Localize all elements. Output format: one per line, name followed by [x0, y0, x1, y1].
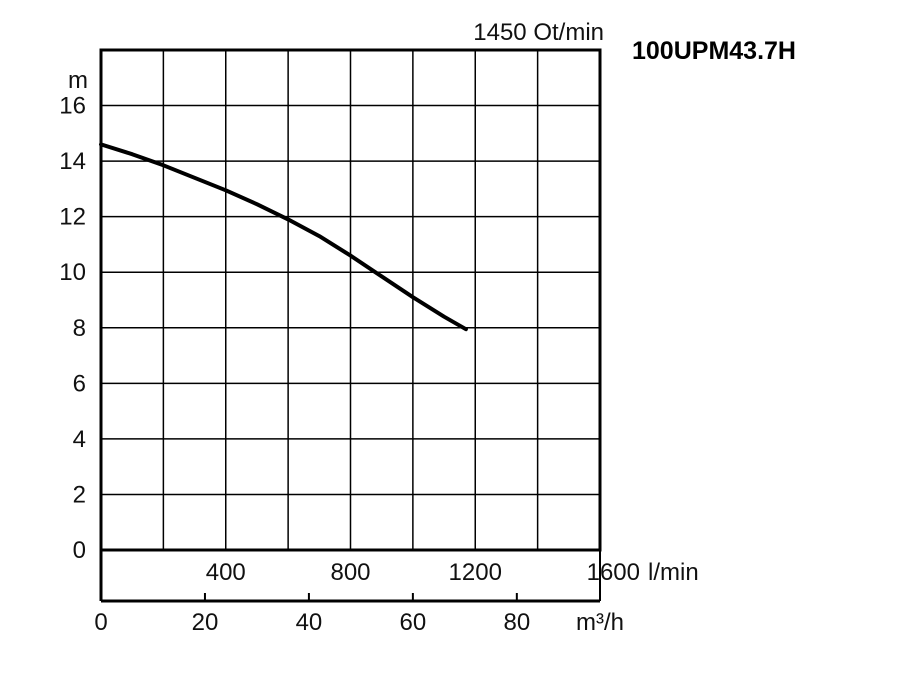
- y-axis-ticks: 0 2 4 6 8 10 12 14 16: [59, 93, 86, 564]
- x-axis-lpm-ticks: 400 800 1200 1600: [206, 559, 640, 586]
- curve-layer: [99, 142, 468, 332]
- y-tick-label: 10: [59, 259, 86, 286]
- y-axis-label: m: [68, 67, 88, 94]
- chart-frame: [99, 48, 602, 603]
- speed-label: 1450 Ot/min: [473, 19, 604, 46]
- x-tick-label-lpm: 400: [206, 559, 246, 586]
- x-axis-m3h-ticks: 0 20 40 60 80: [94, 609, 530, 636]
- x-tick-label-m3h: 60: [400, 609, 427, 636]
- x-tick-label-lpm: 1600: [587, 559, 640, 586]
- y-tick-label: 4: [73, 426, 86, 453]
- plot-border: [99, 48, 602, 552]
- x-tick-label-m3h: 0: [94, 609, 107, 636]
- chart-title: 100UPM43.7H: [632, 37, 796, 65]
- y-tick-label: 8: [73, 315, 86, 342]
- performance-curve: [99, 142, 468, 332]
- x-tick-label-lpm: 800: [330, 559, 370, 586]
- x-tick-label-m3h: 80: [503, 609, 530, 636]
- y-tick-label: 16: [59, 93, 86, 120]
- x-axis-m3h-unit: m³/h: [576, 609, 624, 636]
- x-tick-label-m3h: 40: [296, 609, 323, 636]
- y-tick-label: 6: [73, 370, 86, 397]
- y-tick-label: 2: [73, 481, 86, 508]
- y-tick-label: 14: [59, 148, 86, 175]
- y-tick-label: 12: [59, 204, 86, 231]
- y-tick-label: 0: [73, 537, 86, 564]
- grid: [101, 50, 600, 550]
- x-tick-label-m3h: 20: [192, 609, 219, 636]
- x-tick-label-lpm: 1200: [449, 559, 502, 586]
- x-axis-lpm-unit: l/min: [648, 559, 699, 586]
